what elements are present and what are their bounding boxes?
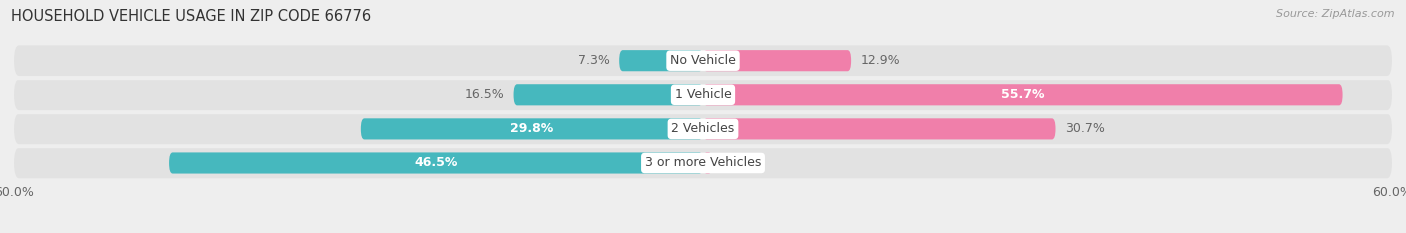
Text: 46.5%: 46.5% <box>415 157 458 169</box>
Text: HOUSEHOLD VEHICLE USAGE IN ZIP CODE 66776: HOUSEHOLD VEHICLE USAGE IN ZIP CODE 6677… <box>11 9 371 24</box>
Text: 29.8%: 29.8% <box>510 122 554 135</box>
FancyBboxPatch shape <box>703 50 851 71</box>
Text: 2 Vehicles: 2 Vehicles <box>672 122 734 135</box>
Text: 1 Vehicle: 1 Vehicle <box>675 88 731 101</box>
Text: 0.81%: 0.81% <box>721 157 762 169</box>
Text: Source: ZipAtlas.com: Source: ZipAtlas.com <box>1277 9 1395 19</box>
Text: 12.9%: 12.9% <box>860 54 900 67</box>
FancyBboxPatch shape <box>703 152 713 174</box>
FancyBboxPatch shape <box>513 84 703 105</box>
Text: 7.3%: 7.3% <box>578 54 610 67</box>
FancyBboxPatch shape <box>14 45 1392 76</box>
Text: 16.5%: 16.5% <box>464 88 505 101</box>
FancyBboxPatch shape <box>14 79 1392 110</box>
Text: 55.7%: 55.7% <box>1001 88 1045 101</box>
Text: 30.7%: 30.7% <box>1064 122 1105 135</box>
FancyBboxPatch shape <box>14 113 1392 144</box>
Text: 3 or more Vehicles: 3 or more Vehicles <box>645 157 761 169</box>
FancyBboxPatch shape <box>169 152 703 174</box>
FancyBboxPatch shape <box>703 118 1056 140</box>
FancyBboxPatch shape <box>14 148 1392 178</box>
FancyBboxPatch shape <box>703 84 1343 105</box>
FancyBboxPatch shape <box>619 50 703 71</box>
Text: No Vehicle: No Vehicle <box>671 54 735 67</box>
FancyBboxPatch shape <box>361 118 703 140</box>
